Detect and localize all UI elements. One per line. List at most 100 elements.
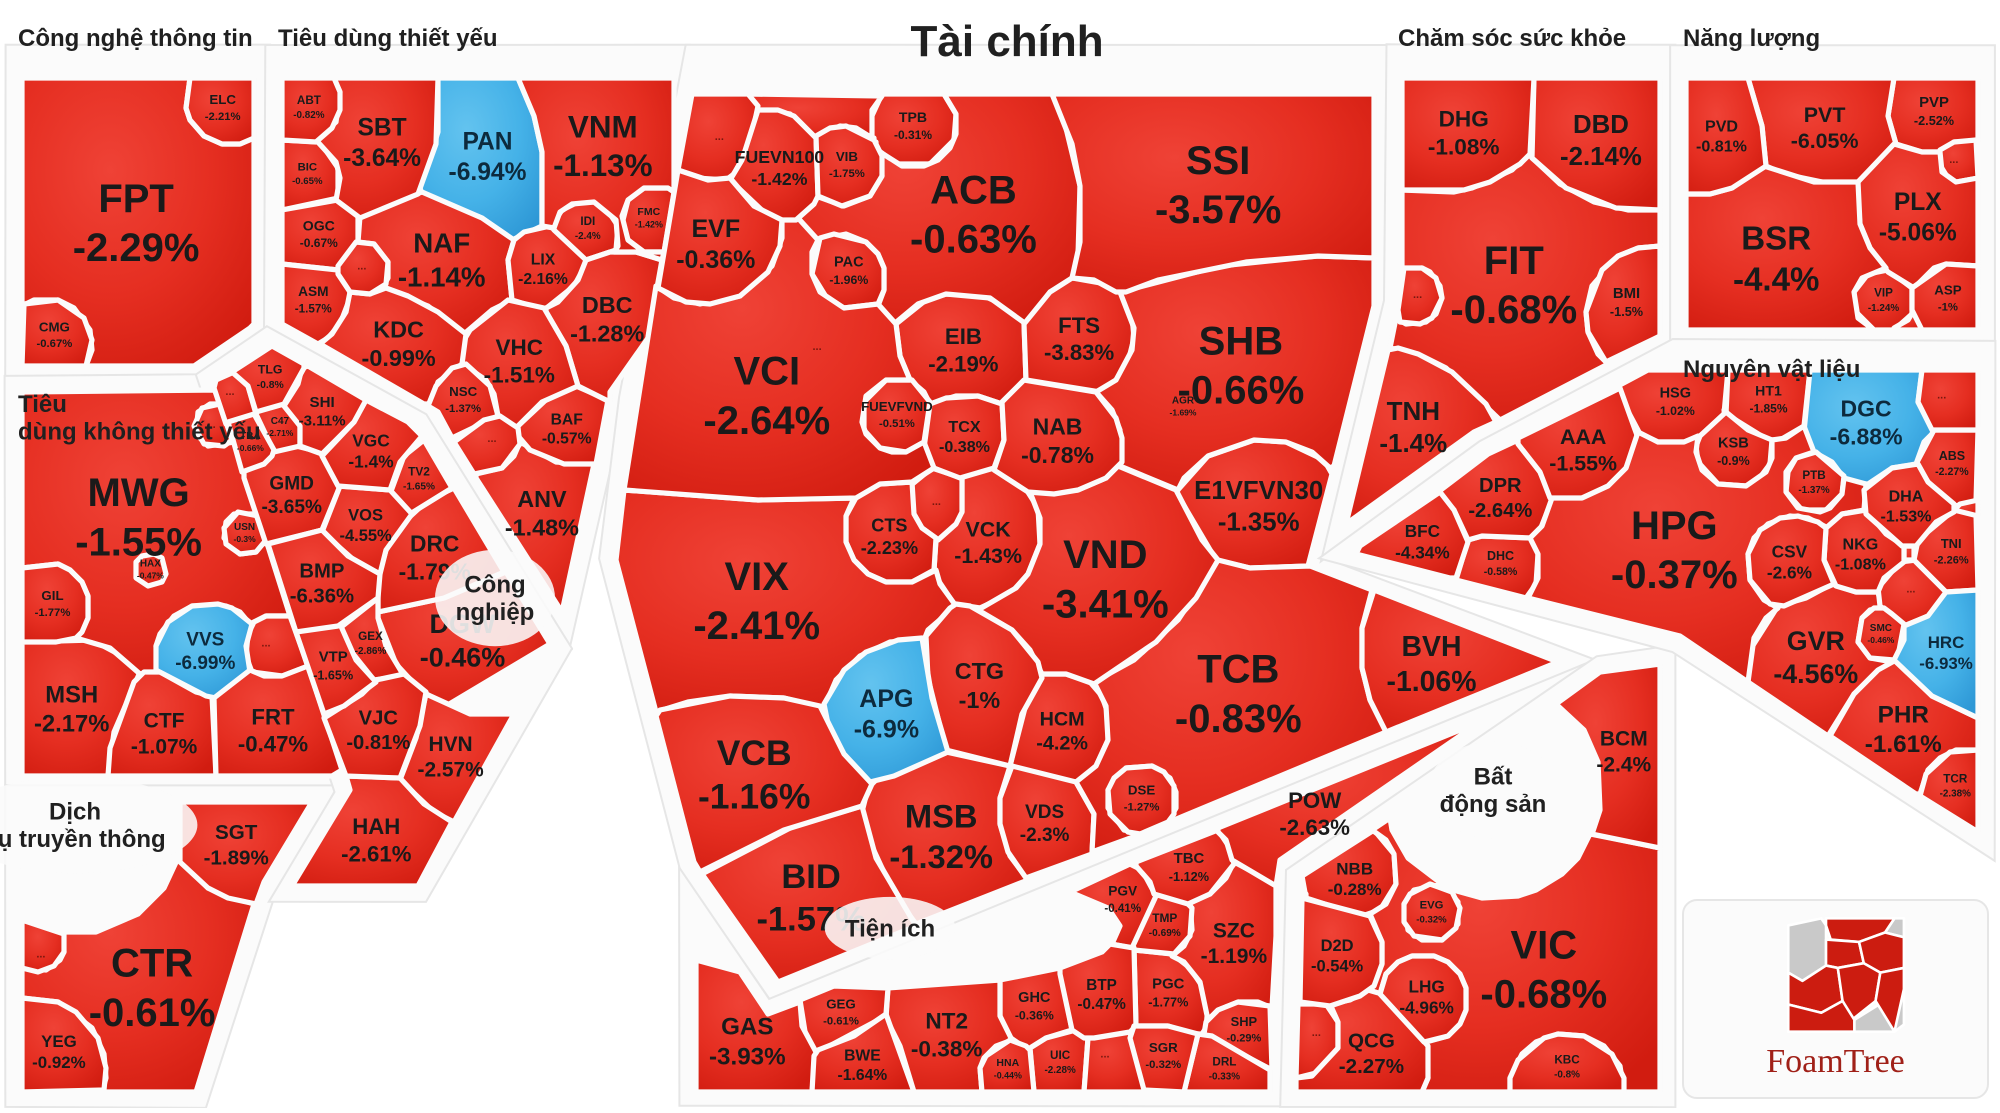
svg-text:...: ... <box>715 131 724 143</box>
svg-text:GAS: GAS <box>721 1014 773 1041</box>
svg-text:Công: Công <box>464 572 525 599</box>
svg-text:VND: VND <box>1063 533 1147 577</box>
svg-text:DSE: DSE <box>1128 782 1155 797</box>
svg-text:-2.63%: -2.63% <box>1279 815 1350 840</box>
svg-text:-4.4%: -4.4% <box>1733 261 1819 298</box>
svg-text:SHP: SHP <box>1231 1014 1258 1029</box>
svg-text:-0.47%: -0.47% <box>1077 996 1126 1013</box>
svg-text:KSB: KSB <box>1718 436 1749 452</box>
svg-text:-0.65%: -0.65% <box>292 176 323 187</box>
svg-text:FoamTree: FoamTree <box>1766 1043 1905 1080</box>
svg-text:ELC: ELC <box>209 92 236 107</box>
svg-text:-2.23%: -2.23% <box>861 538 918 558</box>
svg-text:BIC: BIC <box>298 161 317 173</box>
svg-text:-0.32%: -0.32% <box>1416 914 1447 925</box>
svg-text:BSR: BSR <box>1741 221 1811 258</box>
svg-text:-6.88%: -6.88% <box>1830 424 1903 450</box>
svg-text:USN: USN <box>234 522 255 533</box>
svg-text:-0.54%: -0.54% <box>1311 958 1364 976</box>
svg-text:E1VFVN30: E1VFVN30 <box>1194 477 1323 505</box>
svg-text:...: ... <box>813 341 822 353</box>
svg-text:CTF: CTF <box>144 710 185 733</box>
svg-text:PAC: PAC <box>834 255 864 271</box>
svg-text:-2.16%: -2.16% <box>518 271 568 288</box>
svg-text:ASM: ASM <box>298 284 328 299</box>
svg-text:NAF: NAF <box>413 228 470 259</box>
svg-text:-6.36%: -6.36% <box>290 586 354 608</box>
svg-text:BID: BID <box>781 858 840 896</box>
svg-text:DHG: DHG <box>1439 107 1489 132</box>
svg-text:HAX: HAX <box>140 558 161 569</box>
svg-text:-4.34%: -4.34% <box>1395 542 1449 562</box>
svg-text:VCK: VCK <box>966 518 1012 542</box>
svg-text:FUEVN100: FUEVN100 <box>735 147 825 167</box>
svg-text:GEX: GEX <box>358 630 383 643</box>
svg-text:-2.19%: -2.19% <box>928 352 999 377</box>
svg-text:NKG: NKG <box>1843 536 1879 554</box>
svg-text:-2.27%: -2.27% <box>1339 1055 1404 1078</box>
svg-text:-1.27%: -1.27% <box>1124 801 1160 813</box>
svg-text:-0.8%: -0.8% <box>257 380 284 391</box>
svg-text:CMG: CMG <box>39 319 70 334</box>
svg-text:-3.64%: -3.64% <box>343 145 421 172</box>
svg-text:...: ... <box>1906 584 1915 596</box>
svg-text:-0.69%: -0.69% <box>1149 928 1181 939</box>
svg-text:IDI: IDI <box>580 215 595 228</box>
svg-text:CTS: CTS <box>871 516 907 536</box>
svg-text:DHC: DHC <box>1487 549 1514 563</box>
svg-text:VJC: VJC <box>359 707 399 729</box>
svg-text:nghiệp: nghiệp <box>456 599 535 626</box>
svg-text:CTG: CTG <box>955 658 1004 684</box>
svg-text:HRC: HRC <box>1928 633 1965 652</box>
svg-text:-1.53%: -1.53% <box>1881 507 1932 525</box>
svg-text:BTP: BTP <box>1086 977 1117 994</box>
svg-text:dùng không thiết yếu: dùng không thiết yếu <box>18 419 261 446</box>
svg-text:HAH: HAH <box>352 814 400 839</box>
svg-text:VNM: VNM <box>568 109 638 144</box>
svg-text:TLG: TLG <box>258 362 283 376</box>
svg-text:SMC: SMC <box>1870 623 1892 634</box>
svg-text:HNA: HNA <box>996 1057 1019 1069</box>
svg-text:VDS: VDS <box>1025 802 1064 823</box>
svg-text:-0.78%: -0.78% <box>1021 442 1094 468</box>
svg-text:Bất: Bất <box>1474 764 1513 791</box>
svg-text:Nguyên vật liệu: Nguyên vật liệu <box>1683 356 1860 383</box>
svg-text:TBC: TBC <box>1174 851 1205 867</box>
svg-text:-0.51%: -0.51% <box>879 418 915 430</box>
svg-text:-6.05%: -6.05% <box>1791 129 1859 153</box>
svg-text:-4.56%: -4.56% <box>1773 659 1858 689</box>
svg-text:VVS: VVS <box>186 630 224 651</box>
svg-text:...: ... <box>225 386 234 398</box>
svg-text:PLX: PLX <box>1894 189 1942 216</box>
svg-text:LIX: LIX <box>531 252 556 269</box>
svg-text:FPT: FPT <box>98 177 174 221</box>
svg-text:GIL: GIL <box>41 588 63 603</box>
svg-text:-0.61%: -0.61% <box>823 1016 859 1028</box>
svg-text:-0.31%: -0.31% <box>894 128 932 142</box>
svg-text:YEG: YEG <box>41 1032 77 1051</box>
svg-text:DRC: DRC <box>410 530 459 556</box>
svg-text:...: ... <box>1949 154 1958 166</box>
svg-text:FIT: FIT <box>1484 239 1544 283</box>
svg-text:SHI: SHI <box>310 394 335 411</box>
svg-text:-2.21%: -2.21% <box>205 111 241 123</box>
svg-text:VIC: VIC <box>1510 924 1577 968</box>
svg-text:-1.37%: -1.37% <box>445 403 481 415</box>
svg-text:-1.12%: -1.12% <box>1169 870 1209 884</box>
svg-text:-0.57%: -0.57% <box>542 431 592 448</box>
svg-text:PHR: PHR <box>1878 701 1930 728</box>
svg-text:-0.81%: -0.81% <box>1696 138 1747 156</box>
svg-text:DPR: DPR <box>1479 475 1522 497</box>
svg-text:-1.42%: -1.42% <box>635 220 663 230</box>
svg-text:-6.93%: -6.93% <box>1919 654 1973 673</box>
svg-text:-1.48%: -1.48% <box>505 515 579 541</box>
svg-text:GMD: GMD <box>269 474 314 495</box>
svg-text:TV2: TV2 <box>408 464 430 478</box>
svg-text:VIP: VIP <box>1874 287 1893 300</box>
svg-text:UIC: UIC <box>1050 1049 1071 1062</box>
svg-text:EVF: EVF <box>691 215 740 243</box>
svg-text:PVP: PVP <box>1919 95 1949 111</box>
svg-text:-1.37%: -1.37% <box>1798 485 1830 496</box>
svg-text:-0.38%: -0.38% <box>911 1036 983 1061</box>
svg-text:-1.65%: -1.65% <box>403 482 435 493</box>
